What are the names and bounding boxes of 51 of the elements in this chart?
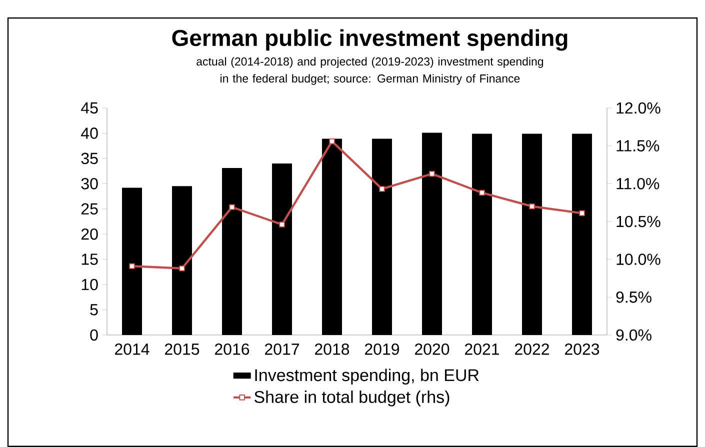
- y-tick-label: 20: [81, 228, 98, 240]
- legend-label: Investment spending, bn EUR: [255, 368, 479, 385]
- y2-tick-label: 9.5%: [616, 292, 652, 303]
- point: [129, 263, 135, 270]
- x-tick-label: 2018: [315, 344, 350, 355]
- point: [329, 138, 335, 144]
- bar: [172, 186, 192, 335]
- bar: [572, 134, 592, 335]
- point: [279, 222, 285, 228]
- point: [479, 190, 485, 196]
- x-tick-label: 2019: [365, 344, 400, 355]
- y-tick-label: 45: [81, 102, 98, 114]
- x-tick-label: 2017: [265, 344, 299, 355]
- y2-tick-label: 10.0%: [616, 254, 660, 265]
- bar: [322, 138, 342, 335]
- x-tick-label: 2020: [415, 344, 450, 355]
- chart-title: German public investment spending: [172, 29, 568, 51]
- bar: [522, 134, 542, 335]
- point: [229, 204, 235, 210]
- y-tick-label: 30: [81, 178, 98, 190]
- y-tick-label: 40: [81, 128, 98, 139]
- point: [179, 266, 185, 272]
- y-tick-label: 5: [90, 304, 98, 316]
- x-tick-label: 2021: [465, 344, 499, 355]
- y-tick-label: 25: [81, 203, 98, 215]
- x-tick-label: 2016: [215, 344, 250, 355]
- x-tick-label: 2022: [515, 344, 549, 355]
- x-tick-label: 2014: [115, 344, 150, 355]
- x-tick-label: 2023: [565, 344, 600, 355]
- x-tick-label: 2015: [165, 344, 200, 355]
- bar: [272, 163, 292, 335]
- y-tick-label: 35: [81, 152, 98, 164]
- y-tick-label: 10: [82, 278, 98, 290]
- bar: [472, 134, 492, 335]
- y2-tick-label: 12.0%: [616, 102, 660, 114]
- chart-subtitle: actual (2014-2018) and projected (2019-2023) investment spending in the federal budget; source: German Ministry of Finance: [196, 57, 544, 85]
- legend-label: Share in total budget (rhs): [254, 390, 450, 406]
- bar: [422, 132, 442, 335]
- bar: [222, 168, 242, 335]
- y2-tick-label: 11.0%: [616, 178, 660, 190]
- y-tick-label: 15: [82, 254, 98, 265]
- point: [429, 170, 435, 177]
- point: [529, 203, 535, 210]
- bar: [122, 188, 142, 335]
- y2-tick-label: 10.5%: [616, 216, 660, 228]
- point: [579, 210, 585, 216]
- y2-tick-label: 9.0%: [616, 329, 652, 341]
- point: [379, 186, 385, 192]
- bar: [372, 138, 392, 335]
- y-tick-label: 0: [90, 329, 98, 341]
- y2-tick-label: 11.5%: [616, 140, 660, 152]
